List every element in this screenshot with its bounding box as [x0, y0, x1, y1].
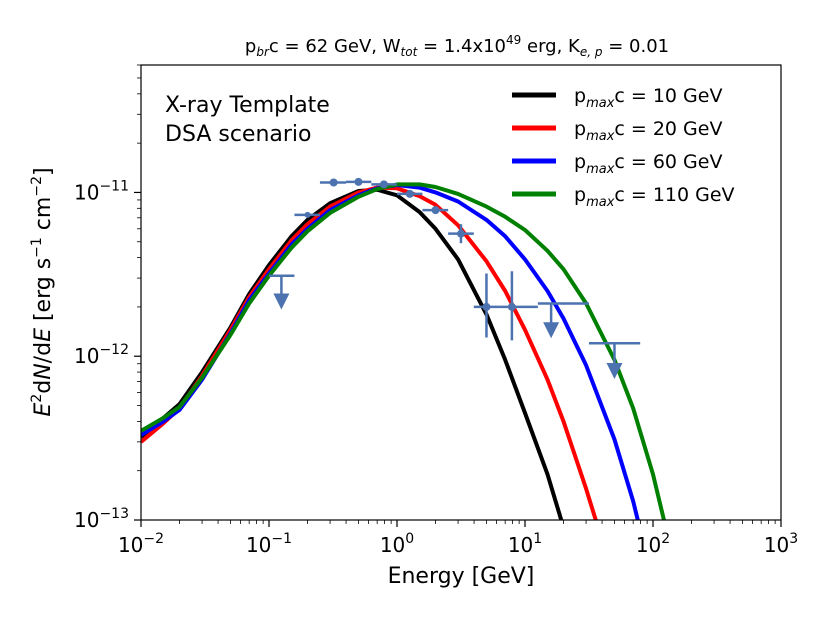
data-point [482, 302, 491, 311]
data-point [329, 178, 338, 187]
series-line-110-gev [141, 182, 666, 520]
plot-area [141, 65, 781, 520]
x-tick-label: 103 [764, 531, 798, 557]
plot-border [140, 64, 782, 521]
y-axis-title: E2dN/dE [erg s−1 cm−2] [29, 167, 56, 416]
data-point [456, 229, 465, 238]
data-point [405, 189, 414, 198]
data-point [507, 302, 516, 311]
y-tick-label: 10−11 [74, 178, 129, 204]
data-point [354, 177, 363, 186]
annotation-line-1: X-ray Template [165, 93, 330, 118]
data-point [379, 180, 388, 189]
legend: pmaxc = 10 GeV pmaxc = 20 GeV pmaxc = 60 G… [512, 85, 735, 210]
upper-limit-point [304, 211, 311, 218]
legend-label: pmaxc = 60 GeV [574, 151, 722, 177]
x-tick-label: 101 [508, 531, 542, 557]
chart-title: pbrc = 62 GeV, Wtot = 1.4x1049 erg, Ke, … [245, 33, 669, 59]
annotation-line-2: DSA scenario [165, 122, 312, 147]
upper-limit-arrow [606, 362, 623, 379]
upper-limit-arrow [543, 322, 560, 339]
x-tick-label: 102 [636, 531, 670, 557]
legend-label: pmaxc = 110 GeV [574, 184, 735, 210]
upper-limit-arrow [273, 293, 290, 310]
x-tick-label: 10−1 [246, 531, 292, 557]
y-tick-label: 10−12 [74, 342, 129, 368]
x-tick-label: 100 [380, 531, 414, 557]
x-tick-label: 10−2 [118, 531, 164, 557]
legend-label: pmaxc = 20 GeV [574, 118, 722, 144]
x-axis-title: Energy [GeV] [388, 564, 535, 589]
y-tick-label: 10−13 [74, 506, 129, 532]
legend-label: pmaxc = 10 GeV [574, 85, 722, 111]
data-point [431, 206, 440, 215]
